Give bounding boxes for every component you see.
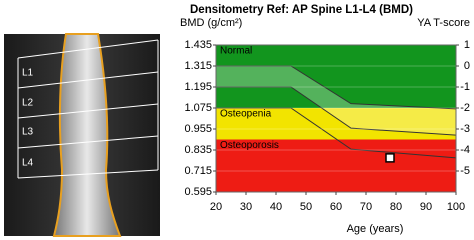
y-tick-label: 1.195 (184, 81, 212, 93)
y-tick-label: 0.595 (184, 186, 212, 198)
zone (216, 45, 456, 108)
vertebra-boxes (17, 39, 159, 179)
x-tick-label: 80 (390, 201, 402, 213)
y2-tick-label: 0 (464, 60, 470, 72)
y-tick-label: 0.955 (184, 123, 212, 135)
x-tick-label: 50 (300, 201, 312, 213)
vertebra-label: L1 (22, 68, 34, 79)
x-tick-label: 40 (270, 201, 282, 213)
y2-tick-label: 1 (464, 39, 470, 51)
zone-label: Osteoporosis (220, 140, 279, 151)
zone (216, 108, 456, 140)
x-tick-label: 60 (330, 201, 342, 213)
reference-band (216, 66, 456, 136)
y-axis-title: BMD (g/cm²) (180, 17, 242, 29)
y-tick-label: 1.435 (184, 39, 212, 51)
y-tick-label: 0.835 (184, 144, 212, 156)
y-tick-label: 1.315 (184, 60, 212, 72)
vertebra-label: L4 (22, 158, 34, 169)
y2-tick-label: -3 (460, 123, 470, 135)
x-axis-title: Age (years) (347, 223, 404, 235)
x-tick-label: 100 (447, 201, 465, 213)
x-tick-label: 20 (210, 201, 222, 213)
reference-line (216, 107, 457, 159)
x-tick-label: 30 (240, 201, 252, 213)
y2-tick-label: -4 (460, 144, 470, 156)
chart-title: Densitometry Ref: AP Spine L1-L4 (BMD) (190, 4, 413, 16)
vertebra-label: L2 (22, 98, 34, 109)
vertebra-label: L3 (22, 127, 34, 138)
y-tick-label: 1.075 (184, 102, 212, 114)
zone (216, 139, 456, 192)
zone-label: Normal (220, 46, 252, 57)
reference-line (216, 86, 457, 136)
y2-tick-label: -2 (460, 102, 470, 114)
patient-marker (385, 153, 395, 163)
x-tick-label: 70 (360, 201, 372, 213)
y2-tick-label: -1 (460, 81, 470, 93)
y2-axis-title: YA T-score (417, 17, 470, 29)
spine (52, 33, 122, 237)
y-tick-label: 0.715 (184, 165, 212, 177)
y2-tick-label: -5 (460, 165, 470, 177)
reference-line (216, 65, 457, 110)
x-tick-label: 90 (420, 201, 432, 213)
xray-image: L1 L2 L3 L4 (4, 33, 160, 237)
zone-label: Osteopenia (220, 109, 272, 120)
